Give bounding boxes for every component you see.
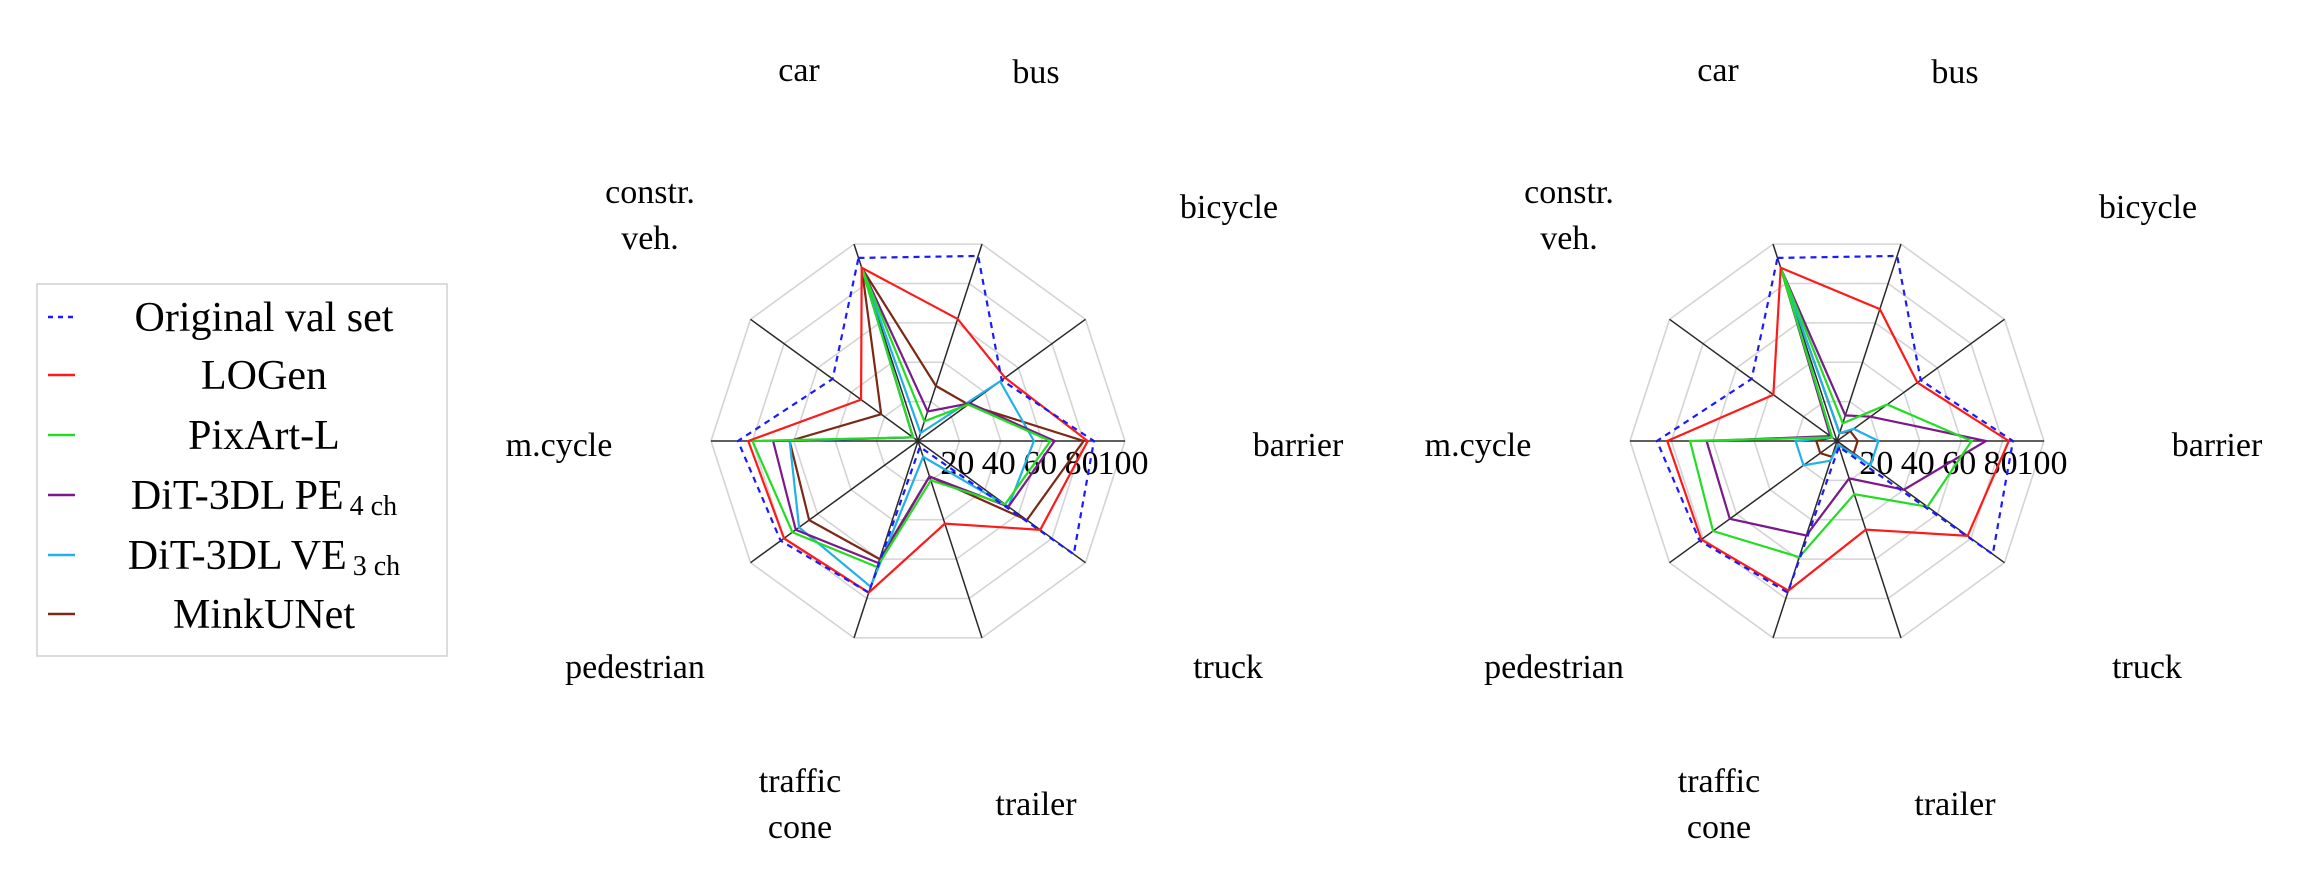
series-logen bbox=[746, 265, 1090, 594]
legend-box bbox=[36, 283, 448, 657]
axis-label-4: truck bbox=[2112, 649, 2182, 686]
spoke-5 bbox=[917, 440, 983, 639]
spoke-6 bbox=[1772, 440, 1838, 639]
legend: Original val set LOGen PixArt-L DiT-3DL PE 4… bbox=[36, 283, 448, 657]
tick-label-80: 80 bbox=[1984, 445, 2018, 482]
spoke-9 bbox=[750, 318, 919, 442]
tick-label-100: 100 bbox=[1098, 445, 1149, 482]
spoke-7 bbox=[750, 440, 919, 564]
series-dit_ve bbox=[788, 267, 1036, 589]
axis-label-7: pedestrian bbox=[1484, 649, 1624, 686]
axis-labels: car bus bicycle barrier truck trailer traffic c… bbox=[1425, 52, 2263, 846]
axis-label-9: constr. veh. bbox=[605, 174, 695, 257]
tick-label-40: 40 bbox=[1901, 445, 1935, 482]
axis-label-3: barrier bbox=[2172, 427, 2263, 464]
legend-label-pixart: PixArt-L bbox=[188, 413, 340, 459]
axis-label-3: barrier bbox=[1253, 427, 1344, 464]
series-pixart bbox=[1688, 267, 1974, 559]
tick-label-20: 20 bbox=[1859, 445, 1893, 482]
axis-label-0: car bbox=[778, 52, 820, 89]
axis-label-0: car bbox=[1697, 52, 1739, 89]
series-logen bbox=[1665, 266, 2011, 592]
axis-label-7: pedestrian bbox=[565, 649, 705, 686]
axis-label-8: m.cycle bbox=[506, 427, 613, 464]
series-dit_ve bbox=[1779, 267, 1880, 468]
axis-label-1: bus bbox=[1931, 54, 1978, 91]
tick-label-40: 40 bbox=[982, 445, 1016, 482]
series-orig bbox=[1655, 254, 2015, 595]
axis-label-1: bus bbox=[1012, 54, 1059, 91]
axis-label-5: trailer bbox=[995, 786, 1077, 823]
axis-label-5: trailer bbox=[1914, 786, 1996, 823]
legend-label-orig: Original val set bbox=[135, 295, 394, 341]
axis-labels: car bus bicycle barrier truck trailer traffic c… bbox=[506, 52, 1344, 846]
spokes bbox=[711, 243, 1125, 639]
legend-label-logen: LOGen bbox=[201, 353, 327, 399]
spoke-5 bbox=[1836, 440, 1902, 639]
axis-label-4: truck bbox=[1193, 649, 1263, 686]
spoke-7 bbox=[1669, 440, 1838, 564]
tick-label-60: 60 bbox=[1023, 445, 1057, 482]
axis-label-6: traffic cone bbox=[759, 763, 841, 846]
series-group bbox=[736, 254, 1096, 595]
series-orig bbox=[736, 254, 1096, 595]
axis-label-8: m.cycle bbox=[1425, 427, 1532, 464]
series-pixart bbox=[750, 267, 1053, 569]
legend-label-mink: MinkUNet bbox=[173, 592, 355, 638]
spoke-1 bbox=[1836, 243, 1902, 442]
axis-label-2: bicycle bbox=[1180, 189, 1278, 226]
axis-label-2: bicycle bbox=[2099, 189, 2197, 226]
spoke-1 bbox=[917, 243, 983, 442]
spoke-9 bbox=[1669, 318, 1838, 442]
axis-label-6: traffic cone bbox=[1678, 763, 1760, 846]
spoke-6 bbox=[853, 440, 919, 639]
tick-label-100: 100 bbox=[2017, 445, 2068, 482]
series-group bbox=[1655, 254, 2015, 595]
axis-label-9: constr. veh. bbox=[1524, 174, 1614, 257]
legend-label-dit_pe: DiT-3DL PE 4 ch bbox=[131, 473, 397, 522]
series-mink bbox=[788, 267, 1086, 561]
